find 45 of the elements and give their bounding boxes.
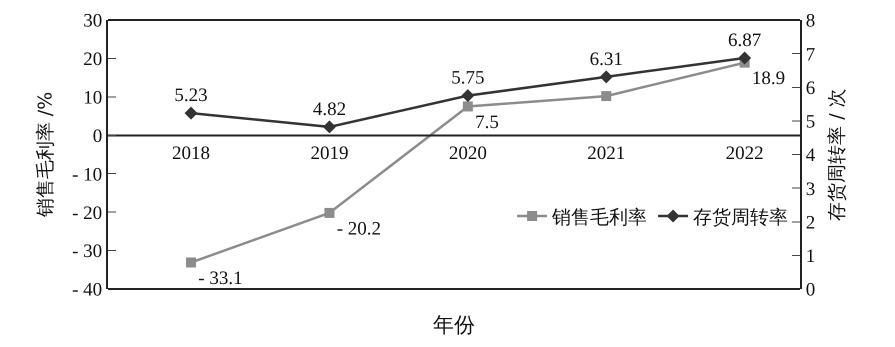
y2-axis-title: 存货周转率 / 次 <box>826 88 848 221</box>
data-label: 6.31 <box>590 48 623 70</box>
x-axis-title: 年份 <box>433 313 475 337</box>
data-label: 6.87 <box>728 30 762 51</box>
y-tick-label: - 40 <box>72 280 102 301</box>
point <box>738 52 752 64</box>
y2-tick-label: 7 <box>806 44 816 66</box>
data-label: 5.75 <box>451 68 484 89</box>
x-tick-label: 2018 <box>172 143 210 164</box>
x-tick-label: 2019 <box>310 143 348 164</box>
point <box>601 91 612 102</box>
y2-tick-label: 4 <box>806 145 816 166</box>
data-label: 18.9 <box>752 68 786 90</box>
data-label: 4.82 <box>312 98 346 120</box>
legend-label: 存货周转率 <box>693 206 788 228</box>
y-tick-label: - 30 <box>72 241 102 262</box>
y2-tick-label: 5 <box>806 112 816 133</box>
y-tick-label: 0 <box>92 126 102 147</box>
y-tick-label: 30 <box>83 10 102 32</box>
x-tick-label: 2020 <box>448 143 487 164</box>
data-label: 7.5 <box>475 112 499 133</box>
y-tick-label: - 20 <box>72 202 102 224</box>
point <box>600 70 613 84</box>
point <box>462 101 473 112</box>
x-tick-label: 2021 <box>587 143 626 164</box>
y2-tick-label: 1 <box>806 246 816 268</box>
data-label: - 33.1 <box>198 268 243 289</box>
point <box>322 120 336 134</box>
y2-tick-label: 2 <box>806 212 816 234</box>
y2-tick-label: 8 <box>806 10 816 32</box>
y2-tick-label: 0 <box>806 280 816 301</box>
point <box>186 257 196 268</box>
data-label: - 20.2 <box>336 218 382 240</box>
y-axis-title: 销售毛利率 /% <box>34 92 56 218</box>
data-label: 5.23 <box>174 85 208 106</box>
y2-tick-label: 6 <box>806 78 816 99</box>
y2-tick-label: 3 <box>806 178 816 200</box>
y-tick-label: 20 <box>83 49 102 70</box>
y-tick-label: 10 <box>83 88 102 109</box>
point <box>324 208 334 218</box>
x-tick-label: 2022 <box>726 143 764 164</box>
legend-label: 销售毛利率 <box>551 206 648 228</box>
point <box>184 106 198 120</box>
y-tick-label: - 10 <box>72 164 102 186</box>
point <box>461 89 474 102</box>
